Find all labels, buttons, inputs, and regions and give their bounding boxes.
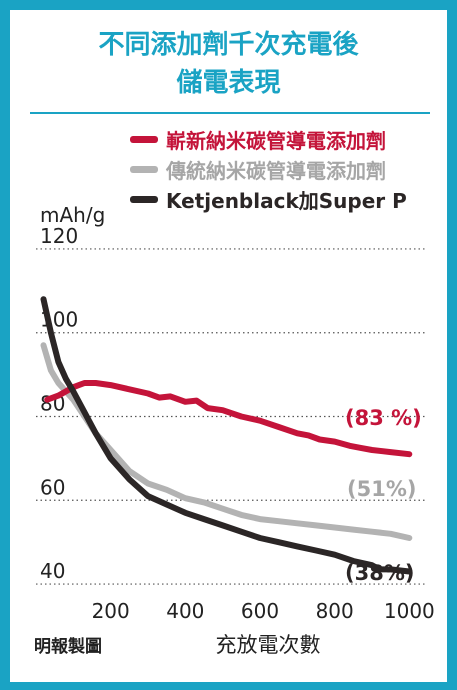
legend-swatch-red — [130, 135, 158, 143]
legend-label-red: 嶄新納米碳管導電添加劑 — [166, 128, 386, 153]
legend-item-black: Ketjenblack加Super P — [130, 186, 407, 213]
series-end-label-1: (51%) — [347, 477, 416, 501]
legend-swatch-gray — [130, 165, 158, 173]
legend-swatch-black — [130, 195, 158, 203]
legend-item-red: 嶄新納米碳管導電添加劑 — [130, 126, 386, 153]
y-tick-label-120: 120 — [40, 224, 78, 248]
series-line-2 — [40, 296, 413, 575]
series-end-label-2: (38%) — [345, 561, 414, 585]
x-tick-label-600: 600 — [241, 599, 279, 623]
series-end-label-0: (83 %) — [345, 406, 422, 430]
y-tick-label-40: 40 — [40, 559, 65, 583]
x-tick-label-1000: 1000 — [384, 599, 435, 623]
x-tick-label-400: 400 — [166, 599, 204, 623]
series-line-1 — [40, 342, 413, 541]
x-tick-label-800: 800 — [316, 599, 354, 623]
chart-title-line1: 不同添加劑千次充電後 — [98, 30, 359, 60]
x-tick-label-200: 200 — [92, 599, 130, 623]
chart-title-line2: 儲電表現 — [176, 68, 281, 98]
y-tick-label-60: 60 — [40, 475, 65, 499]
legend-label-gray: 傳統納米碳管導電添加劑 — [166, 158, 386, 183]
y-axis-unit: mAh/g — [40, 203, 106, 227]
title-divider — [30, 112, 430, 114]
legend-label-black: Ketjenblack加Super P — [166, 188, 407, 213]
series-line-0 — [44, 380, 413, 458]
x-axis-title: 充放電次數 — [216, 633, 321, 657]
credit-text: 明報製圖 — [34, 637, 102, 657]
legend-item-gray: 傳統納米碳管導電添加劑 — [130, 156, 386, 183]
